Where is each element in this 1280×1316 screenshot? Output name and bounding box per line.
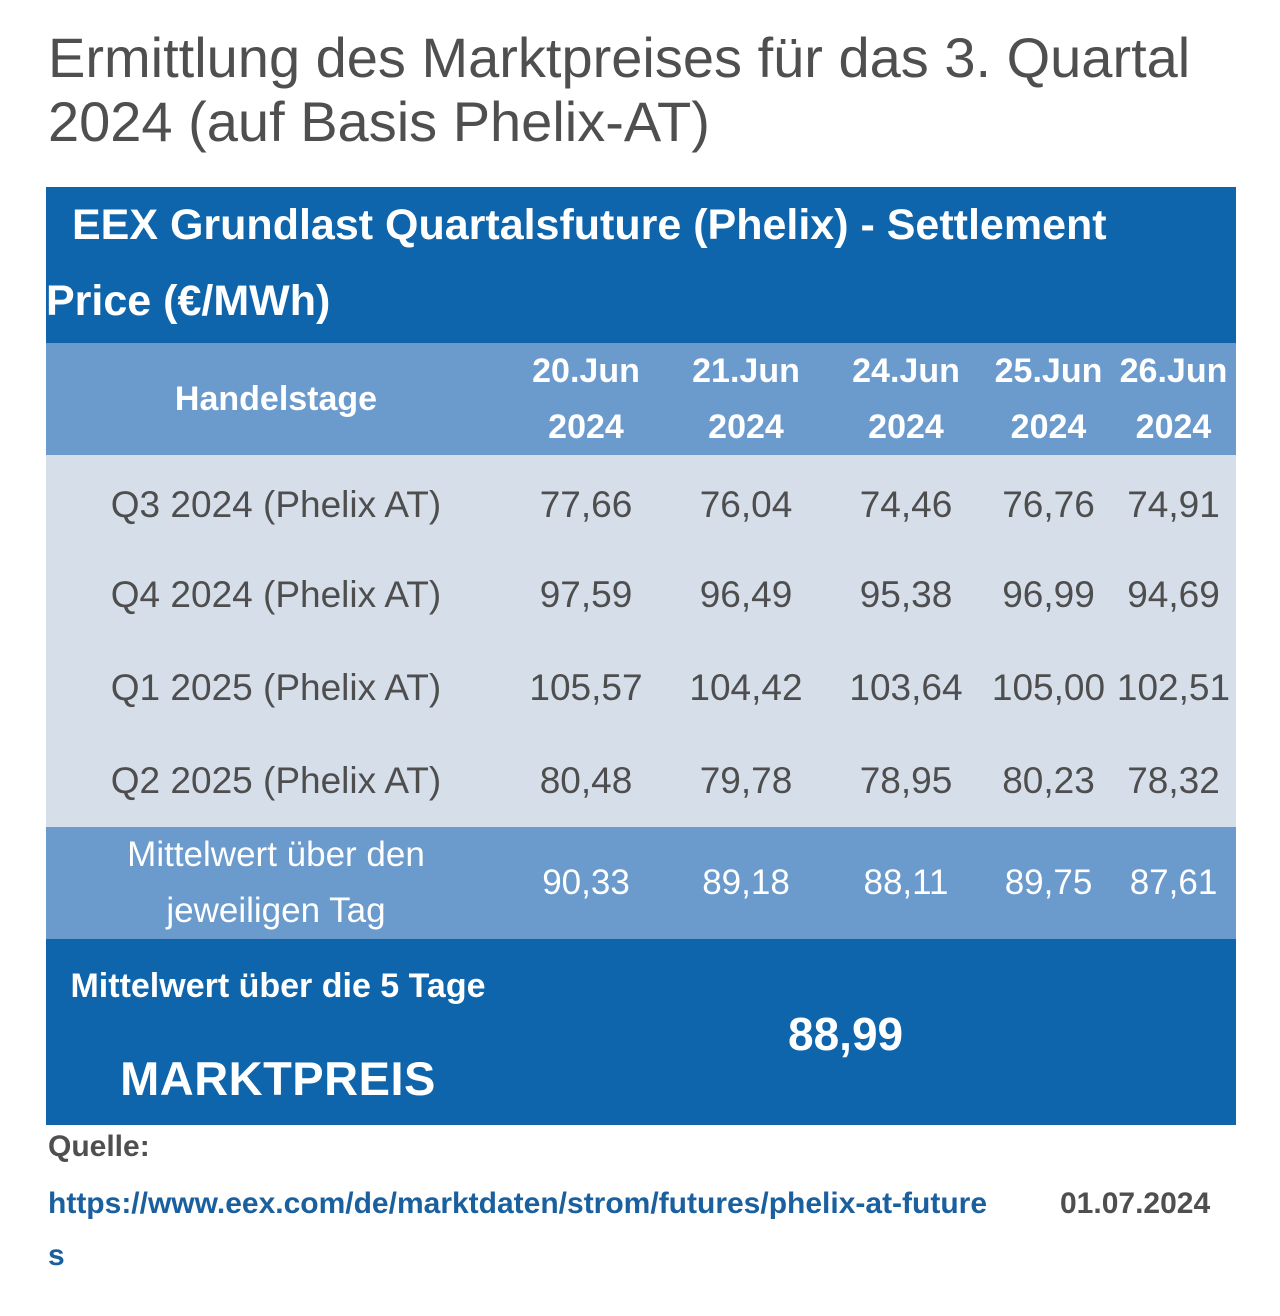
price-table: EEX Grundlast Quartalsfuture (Phelix) - … bbox=[46, 187, 1236, 1125]
price-cell: 103,64 bbox=[849, 666, 963, 708]
average-cell: 88,11 bbox=[863, 863, 949, 902]
row-label: Q3 2024 (Phelix AT) bbox=[110, 483, 442, 525]
daily-average-label: Mittelwert über den jeweiligen Tag bbox=[127, 835, 425, 930]
price-cell: 104,42 bbox=[689, 666, 803, 708]
price-cell: 78,32 bbox=[1127, 759, 1220, 801]
price-cell: 79,78 bbox=[699, 759, 793, 801]
price-cell: 74,91 bbox=[1127, 483, 1220, 525]
table-header-line2: Price (€/MWh) bbox=[46, 277, 331, 325]
price-cell: 96,99 bbox=[1002, 573, 1095, 615]
average-cell: 90,33 bbox=[542, 863, 630, 902]
price-cell: 105,00 bbox=[991, 666, 1106, 708]
daily-average-row: Mittelwert über den jeweiligen Tag 90,33… bbox=[46, 827, 1236, 939]
row-label: Q2 2025 (Phelix AT) bbox=[110, 759, 442, 801]
table-row: Q4 2024 (Phelix AT) 97,59 96,49 95,38 96… bbox=[46, 548, 1236, 641]
trading-days-row: Handelstage 20.Jun 2024 21.Jun 2024 24.Jun… bbox=[46, 343, 1236, 455]
day-column-header: 24.Jun 2024 bbox=[852, 352, 960, 446]
row-label: Q4 2024 (Phelix AT) bbox=[110, 573, 442, 615]
average-cell: 89,18 bbox=[702, 863, 790, 902]
day-column-header: 21.Jun 2024 bbox=[692, 352, 800, 446]
market-price-value: 88,99 bbox=[788, 1008, 904, 1060]
price-cell: 76,76 bbox=[1002, 483, 1095, 525]
table-row: Q3 2024 (Phelix AT) 77,66 76,04 74,46 76… bbox=[46, 455, 1236, 548]
day-column-header: 20.Jun 2024 bbox=[532, 352, 640, 446]
source-label: Quelle: bbox=[48, 1130, 150, 1163]
price-cell: 74,46 bbox=[859, 483, 953, 525]
market-price-label: MARKTPREIS bbox=[120, 1052, 436, 1105]
average-cell: 87,61 bbox=[1129, 863, 1218, 902]
day-column-header: 26.Jun 2024 bbox=[1119, 352, 1228, 446]
price-cell: 105,57 bbox=[529, 666, 643, 708]
table-header: EEX Grundlast Quartalsfuture (Phelix) - … bbox=[46, 187, 1236, 343]
price-cell: 95,38 bbox=[859, 573, 953, 615]
table-row: Q1 2025 (Phelix AT) 105,57 104,42 103,64… bbox=[46, 641, 1236, 734]
average-cell: 89,75 bbox=[1004, 863, 1093, 902]
price-cell: 102,51 bbox=[1116, 666, 1231, 708]
price-cell: 97,59 bbox=[539, 573, 633, 615]
source-date: 01.07.2024 bbox=[1060, 1187, 1211, 1220]
table-row: Q2 2025 (Phelix AT) 80,48 79,78 78,95 80… bbox=[46, 734, 1236, 827]
price-cell: 76,04 bbox=[699, 483, 793, 525]
price-cell: 80,23 bbox=[1002, 759, 1095, 801]
table-header-line1: EEX Grundlast Quartalsfuture (Phelix) - … bbox=[72, 201, 1107, 249]
price-cell: 96,49 bbox=[699, 573, 793, 615]
five-day-average-label: Mittelwert über die 5 Tage bbox=[70, 967, 486, 1005]
price-cell: 77,66 bbox=[539, 483, 633, 525]
price-cell: 80,48 bbox=[539, 759, 633, 801]
market-price-row: Mittelwert über die 5 Tage MARKTPREIS 88… bbox=[46, 939, 1236, 1125]
price-cell: 78,95 bbox=[859, 759, 953, 801]
trading-days-label: Handelstage bbox=[174, 380, 378, 418]
page-title: Ermittlung des Marktpreises für das 3. Q… bbox=[48, 26, 1191, 153]
price-cell: 94,69 bbox=[1127, 573, 1220, 615]
row-label: Q1 2025 (Phelix AT) bbox=[110, 666, 442, 708]
source-link[interactable]: https://www.eex.com/de/marktdaten/strom/… bbox=[48, 1187, 988, 1272]
day-column-header: 25.Jun 2024 bbox=[994, 352, 1103, 446]
